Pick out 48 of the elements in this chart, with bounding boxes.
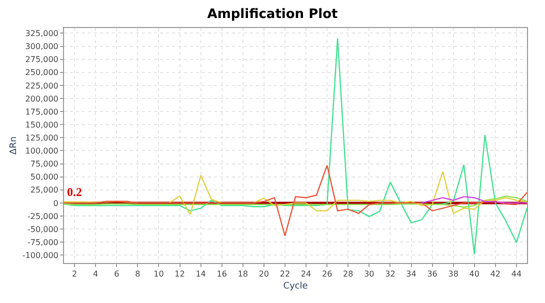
y-tick-label: -75,000 xyxy=(28,238,58,247)
x-tick-label: 6 xyxy=(114,270,120,279)
y-tick-label: 175,000 xyxy=(25,107,58,116)
x-tick-label: 38 xyxy=(448,270,458,279)
x-tick-label: 32 xyxy=(385,270,396,279)
x-tick-label: 16 xyxy=(216,270,227,279)
x-tick-label: 2 xyxy=(72,270,78,279)
x-tick-label: 18 xyxy=(238,270,248,279)
x-tick-label: 24 xyxy=(300,270,312,279)
y-tick-label: -100,000 xyxy=(22,250,58,260)
x-tick-label: 42 xyxy=(490,270,501,279)
y-tick-label: -50,000 xyxy=(28,224,58,234)
line-series xyxy=(64,38,527,255)
x-tick-label: 40 xyxy=(469,270,480,279)
x-tick-label: 34 xyxy=(406,270,416,279)
ref-line-label: 0.2 xyxy=(67,185,82,199)
y-tick-label: 75,000 xyxy=(30,160,58,169)
x-tick-label: 36 xyxy=(427,270,438,279)
y-tick-label: 0 xyxy=(53,198,58,208)
x-tick-label: 26 xyxy=(322,270,332,279)
y-tick-label: 100,000 xyxy=(25,146,58,156)
y-tick-label: -25,000 xyxy=(28,212,58,221)
y-tick-label: 25,000 xyxy=(30,186,58,195)
x-tick-label: 4 xyxy=(93,270,98,279)
y-tick-label: 225,000 xyxy=(25,81,58,90)
x-tick-label: 12 xyxy=(174,270,185,279)
x-tick-label: 30 xyxy=(364,270,374,279)
y-tick-label: 275,000 xyxy=(25,55,58,64)
x-tick-label: 44 xyxy=(511,270,522,279)
x-tick-label: 10 xyxy=(154,270,164,279)
chart-title: Amplification Plot xyxy=(207,7,338,22)
x-tick-label: 28 xyxy=(343,270,354,279)
x-axis-title: Cycle xyxy=(283,281,308,292)
x-tick-label: 14 xyxy=(196,270,206,279)
y-axis-title: ΔRn xyxy=(8,136,19,155)
y-tick-label: 150,000 xyxy=(25,120,58,130)
y-tick-label: 250,000 xyxy=(25,68,58,78)
line-series xyxy=(421,196,527,204)
line-series xyxy=(64,164,527,236)
x-tick-label: 8 xyxy=(135,270,140,279)
x-tick-label: 22 xyxy=(280,270,290,279)
y-tick-label: 50,000 xyxy=(30,172,58,182)
x-tick-label: 20 xyxy=(258,270,270,279)
line-series xyxy=(64,196,527,208)
y-tick-label: 200,000 xyxy=(25,94,58,104)
y-tick-label: 300,000 xyxy=(25,42,58,52)
y-tick-label: 125,000 xyxy=(25,133,58,142)
y-tick-label: 325,000 xyxy=(25,29,58,38)
